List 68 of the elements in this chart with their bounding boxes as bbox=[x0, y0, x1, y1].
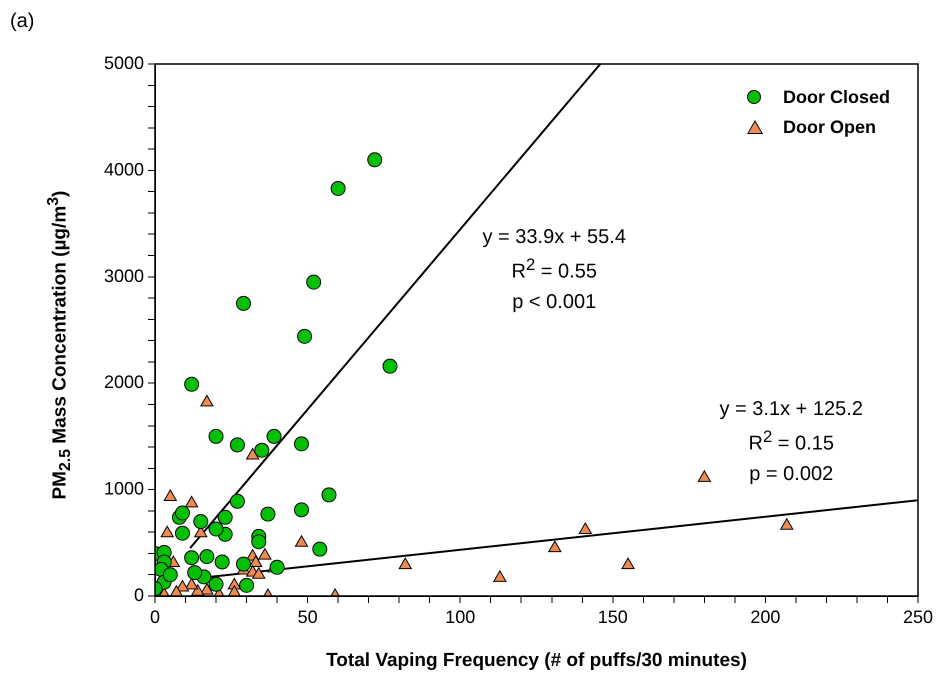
point bbox=[187, 565, 202, 580]
point bbox=[162, 567, 178, 582]
point bbox=[398, 558, 412, 570]
point bbox=[270, 560, 285, 575]
point bbox=[218, 510, 233, 525]
point bbox=[230, 437, 245, 452]
y-tick-label: 0 bbox=[134, 584, 144, 605]
point bbox=[208, 521, 224, 536]
point bbox=[367, 152, 382, 168]
x-axis-title: Total Vaping Frequency (# of puffs/30 minutes) bbox=[325, 650, 748, 672]
x-tick-label: 250 bbox=[902, 606, 934, 627]
point bbox=[214, 554, 230, 570]
point bbox=[578, 522, 592, 534]
point bbox=[208, 576, 224, 592]
point bbox=[200, 394, 214, 406]
point bbox=[548, 540, 562, 552]
point bbox=[246, 448, 260, 460]
point bbox=[698, 470, 711, 482]
y-tick-label: 4000 bbox=[104, 159, 144, 180]
point bbox=[185, 496, 198, 508]
point bbox=[622, 558, 635, 570]
point bbox=[266, 428, 282, 444]
x-tick-label: 200 bbox=[750, 606, 780, 627]
y-tick-label: 5000 bbox=[104, 52, 144, 73]
point bbox=[193, 514, 208, 530]
point bbox=[236, 296, 252, 311]
point bbox=[185, 578, 198, 590]
point bbox=[312, 542, 328, 557]
point bbox=[184, 376, 200, 392]
x-tick-label: 50 bbox=[298, 606, 318, 627]
point bbox=[294, 436, 309, 452]
point bbox=[174, 506, 190, 521]
point bbox=[230, 494, 245, 509]
point bbox=[252, 567, 266, 579]
point bbox=[254, 442, 270, 458]
annotation: y = 33.9x + 55.4 R$^{2}$ = 0.55 p < 0.001 bbox=[482, 225, 626, 315]
point bbox=[493, 570, 506, 582]
point bbox=[164, 490, 177, 502]
point bbox=[258, 548, 272, 560]
point bbox=[160, 526, 174, 538]
point bbox=[174, 526, 190, 541]
point bbox=[294, 535, 308, 547]
point bbox=[184, 550, 200, 566]
point bbox=[176, 580, 190, 592]
legend-label: Door Open bbox=[782, 116, 876, 138]
point bbox=[236, 556, 252, 572]
point bbox=[239, 578, 254, 593]
point bbox=[294, 502, 309, 518]
point bbox=[321, 487, 336, 502]
point bbox=[260, 506, 276, 522]
x-tick-label: 100 bbox=[445, 606, 476, 627]
y-tick-label: 1000 bbox=[104, 478, 144, 499]
point bbox=[208, 428, 224, 444]
point bbox=[382, 358, 398, 374]
y-tick-label: 3000 bbox=[104, 266, 144, 286]
point bbox=[330, 180, 346, 196]
point bbox=[780, 518, 794, 530]
point bbox=[306, 274, 322, 290]
x-tick-label: 0 bbox=[150, 606, 160, 627]
point bbox=[251, 534, 266, 550]
annotation: y = 3.1x + 125.2 R$^{2}$ = 0.15 p = 0.002 bbox=[720, 397, 863, 487]
point bbox=[297, 328, 312, 344]
y-tick-label: 2000 bbox=[104, 372, 144, 392]
point bbox=[199, 549, 214, 564]
x-tick-label: 150 bbox=[598, 606, 628, 627]
legend-label: Door Closed bbox=[782, 86, 890, 108]
text: (a) bbox=[10, 9, 34, 34]
point bbox=[249, 556, 262, 568]
